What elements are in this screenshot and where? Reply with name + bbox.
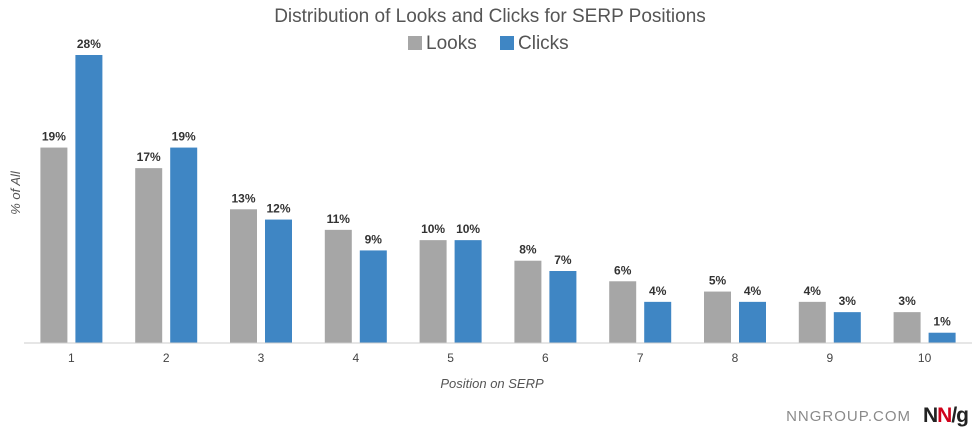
x-tick-9: 9	[826, 351, 833, 365]
x-tick-2: 2	[163, 351, 170, 365]
bar-clicks-9	[833, 312, 861, 343]
y-axis-label: % of All	[8, 170, 23, 215]
bar-clicks-1	[75, 55, 103, 343]
bar-looks-8	[704, 291, 731, 343]
x-tick-7: 7	[637, 351, 644, 365]
data-label-looks-9: 4%	[804, 284, 822, 298]
data-label-looks-2: 17%	[137, 150, 161, 164]
data-label-clicks-5: 10%	[456, 222, 480, 236]
data-label-clicks-2: 19%	[172, 130, 196, 144]
data-label-clicks-3: 12%	[266, 202, 290, 216]
bar-clicks-5	[454, 240, 482, 343]
bar-looks-4	[324, 229, 352, 343]
data-label-clicks-8: 4%	[744, 284, 762, 298]
data-label-looks-8: 5%	[709, 274, 727, 288]
bar-clicks-2	[170, 147, 198, 343]
data-label-looks-7: 6%	[614, 263, 632, 277]
bar-clicks-10	[928, 332, 956, 343]
site-url: NNGROUP.COM	[786, 407, 911, 425]
x-ticks: 1 2 3 4 5 6 7 8 9 10	[68, 351, 932, 365]
data-label-clicks-6: 7%	[554, 253, 572, 267]
data-label-looks-4: 11%	[327, 212, 351, 226]
data-label-looks-3: 13%	[231, 191, 255, 205]
data-label-clicks-10: 1%	[933, 315, 951, 329]
data-label-looks-6: 8%	[519, 243, 537, 257]
x-tick-5: 5	[447, 351, 454, 365]
x-tick-8: 8	[732, 351, 739, 365]
bar-looks-7	[609, 281, 637, 343]
legend-swatch-clicks	[500, 36, 514, 50]
legend: Looks Clicks	[408, 33, 569, 54]
bar-clicks-4	[359, 250, 387, 343]
x-tick-6: 6	[542, 351, 549, 365]
x-tick-10: 10	[918, 351, 932, 365]
x-tick-4: 4	[352, 351, 359, 365]
bar-clicks-6	[549, 271, 577, 343]
bars: 19% 28% 17% 19% 13% 12% 11% 9% 10% 10% 8% 7% 6% 4% 5% 4…	[40, 37, 956, 343]
nng-logo: NN/g	[922, 404, 969, 427]
legend-swatch-looks	[408, 36, 422, 50]
bar-looks-6	[514, 260, 542, 343]
data-label-looks-1: 19%	[42, 130, 66, 144]
data-label-looks-10: 3%	[898, 294, 916, 308]
legend-label-clicks: Clicks	[518, 33, 569, 54]
bar-looks-2	[135, 168, 163, 343]
bar-looks-10	[893, 312, 921, 343]
x-axis-label: Position on SERP	[440, 376, 544, 391]
chart-title: Distribution of Looks and Clicks for SER…	[274, 6, 706, 27]
data-label-clicks-4: 9%	[365, 232, 383, 246]
data-label-clicks-1: 28%	[77, 37, 101, 51]
bar-clicks-8	[739, 301, 766, 343]
bar-looks-5	[419, 240, 447, 343]
bar-clicks-7	[644, 301, 672, 343]
legend-label-looks: Looks	[426, 33, 477, 54]
bar-looks-9	[798, 301, 826, 343]
data-label-looks-5: 10%	[421, 222, 445, 236]
bar-looks-1	[40, 147, 68, 343]
bar-clicks-3	[265, 219, 292, 343]
bar-looks-3	[230, 209, 257, 343]
x-tick-3: 3	[258, 351, 265, 365]
footer: NNGROUP.COM NN/g	[786, 404, 969, 428]
x-tick-1: 1	[68, 351, 75, 365]
data-label-clicks-9: 3%	[839, 294, 857, 308]
data-label-clicks-7: 4%	[649, 284, 667, 298]
